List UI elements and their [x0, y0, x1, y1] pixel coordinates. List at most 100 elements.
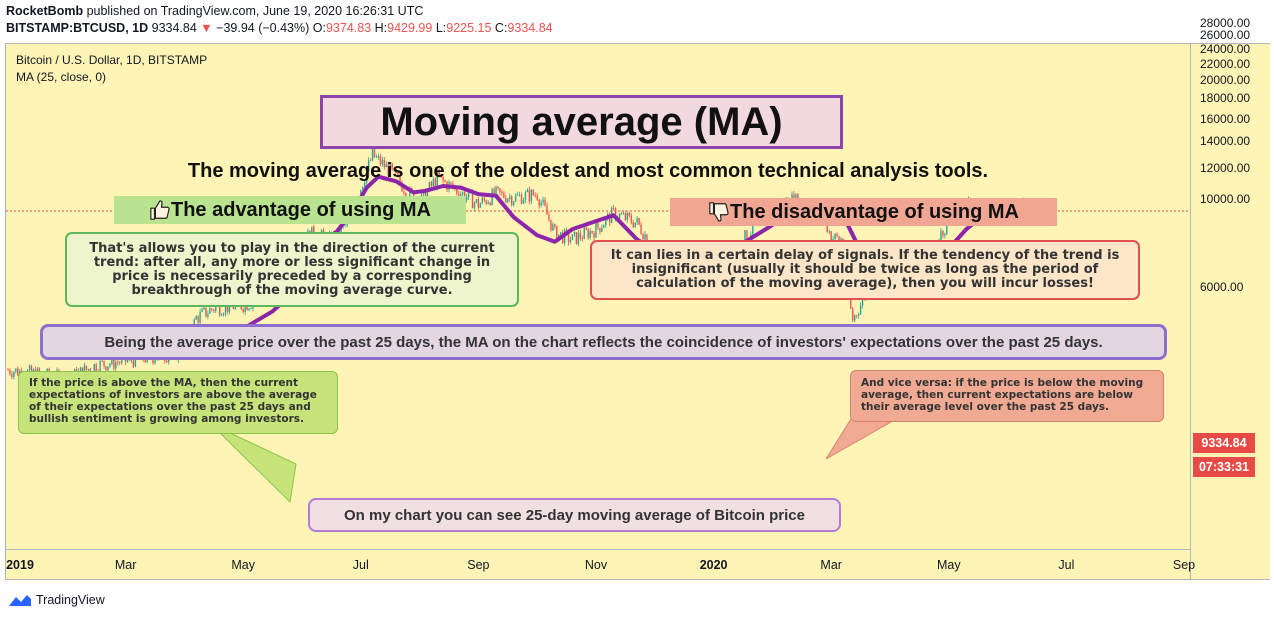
candle-body	[487, 202, 489, 204]
author-name: RocketBomb	[6, 4, 84, 18]
candle-body	[79, 367, 82, 372]
price-axis[interactable]	[1190, 44, 1270, 579]
candle-body	[444, 180, 446, 182]
open-value: 9374.83	[325, 21, 372, 35]
candle-body	[599, 227, 601, 232]
candle-body	[495, 186, 497, 196]
candle-body	[830, 231, 832, 244]
countdown-tag: 07:33:31	[1193, 457, 1255, 477]
candle-body	[642, 233, 644, 240]
candle-body	[593, 232, 595, 238]
candle-body	[362, 186, 364, 191]
candle-body	[556, 226, 558, 241]
note-price-above-ma[interactable]: If the price is above the MA, then the c…	[18, 371, 338, 434]
candle-body	[505, 197, 507, 203]
candle-body	[605, 217, 607, 226]
candle-body	[115, 362, 117, 369]
candle-body	[119, 362, 121, 364]
ma-legend[interactable]: MA (25, close, 0)	[16, 70, 107, 84]
candle-body	[591, 230, 593, 233]
candle-body	[544, 199, 546, 206]
candle-body	[471, 191, 474, 209]
candle-body	[403, 191, 405, 194]
candle-body	[389, 163, 391, 176]
candle-body	[244, 303, 246, 312]
candle-body	[154, 360, 156, 364]
candle-body	[399, 174, 401, 183]
x-tick-label: 2019	[6, 558, 34, 572]
ma-explanation-callout[interactable]: Being the average price over the past 25…	[40, 324, 1167, 360]
open-label: O:	[312, 21, 326, 35]
candle-body	[852, 308, 854, 321]
candle-body	[224, 304, 227, 314]
x-tick-label: Mar	[820, 558, 842, 572]
y-tick-label: 20000.00	[1200, 73, 1251, 88]
candle-body	[250, 308, 252, 310]
candle-body	[626, 212, 629, 221]
candle-body	[371, 149, 374, 161]
candle-body	[456, 188, 458, 194]
y-tick-label: 18000.00	[1200, 91, 1251, 106]
candle-body	[501, 192, 503, 193]
candle-body	[620, 213, 623, 215]
advantage-callout[interactable]: That's allows you to play in the directi…	[65, 232, 519, 307]
candle-body	[940, 230, 942, 242]
candle-body	[440, 176, 442, 178]
candle-body	[462, 192, 464, 195]
advantage-heading[interactable]: The advantage of using MA	[114, 196, 466, 224]
candle-body	[587, 229, 589, 239]
candle-body	[375, 156, 378, 158]
candle-body	[387, 164, 389, 176]
candle-body	[432, 179, 435, 186]
symbol-line: BITSTAMP:BTCUSD, 1D	[6, 21, 149, 35]
candle-body	[424, 189, 427, 201]
candle-body	[573, 232, 576, 235]
candle-body	[107, 366, 109, 371]
candle-body	[838, 236, 840, 241]
disadvantage-heading[interactable]: The disadvantage of using MA	[670, 198, 1057, 226]
candle-body	[601, 227, 603, 232]
published-text: published on TradingView.com, June 19, 2…	[86, 4, 424, 18]
y-tick-label: 26000.00	[1200, 28, 1251, 43]
candle-body	[111, 356, 113, 364]
candle-body	[828, 231, 830, 233]
y-tick-label: 10000.00	[1200, 192, 1251, 207]
candle-body	[583, 227, 585, 239]
candle-body	[132, 360, 135, 367]
candle-body	[855, 315, 858, 317]
candle-body	[144, 359, 146, 362]
candle-body	[528, 189, 531, 202]
note-price-below-ma[interactable]: And vice versa: if the price is below th…	[850, 370, 1164, 422]
candle-body	[87, 368, 90, 370]
x-tick-label: Nov	[584, 558, 608, 572]
symbol-legend: Bitcoin / U.S. Dollar, 1D, BITSTAMP	[16, 53, 208, 67]
candle-body	[393, 168, 395, 170]
candle-body	[503, 192, 505, 198]
chart-description-text: On my chart you can see 25-day moving av…	[344, 506, 805, 524]
candle-body	[126, 359, 129, 362]
candle-body	[99, 360, 101, 373]
candle-body	[458, 193, 460, 198]
candle-body	[38, 368, 41, 374]
disadvantage-callout[interactable]: It can lies in a certain delay of signal…	[590, 240, 1140, 300]
candle-body	[95, 364, 97, 372]
candle-body	[550, 219, 552, 231]
candle-body	[857, 314, 860, 316]
subtitle: The moving average is one of the oldest …	[187, 160, 989, 182]
time-axis[interactable]	[6, 549, 1190, 580]
chart-description-callout[interactable]: On my chart you can see 25-day moving av…	[308, 498, 841, 532]
candle-body	[430, 182, 433, 186]
candle-body	[428, 182, 431, 191]
close-value: 9334.84	[507, 21, 553, 35]
x-tick-label: May	[231, 558, 255, 572]
tradingview-logo[interactable]: TradingView	[8, 593, 105, 607]
candle-body	[195, 316, 197, 320]
candle-body	[746, 230, 748, 241]
title-annotation[interactable]: Moving average (MA)	[320, 95, 843, 149]
candle-body	[197, 316, 199, 323]
candle-body	[105, 366, 107, 371]
candle-body	[89, 368, 92, 373]
candle-body	[859, 305, 862, 315]
candle-body	[152, 358, 154, 364]
candle-body	[614, 208, 617, 220]
